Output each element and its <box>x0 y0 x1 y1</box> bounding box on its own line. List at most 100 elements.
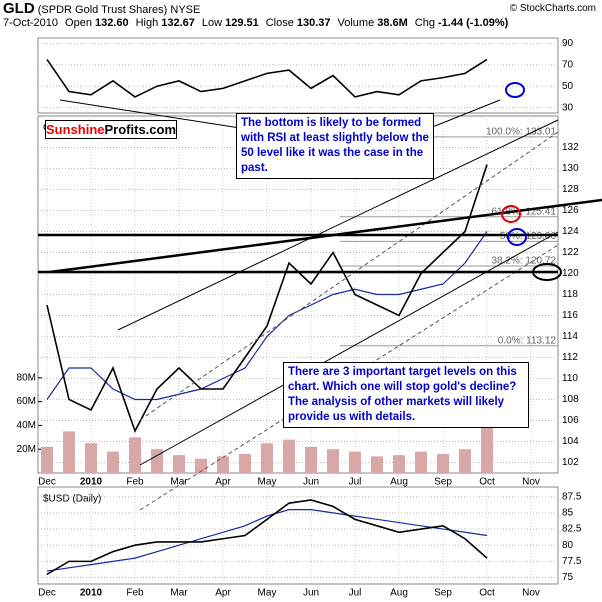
volume-bar <box>151 449 163 473</box>
marker-circle <box>505 82 525 98</box>
field-label: High <box>135 17 159 29</box>
volume-bar <box>327 449 339 473</box>
y-tick-label: 130 <box>562 163 579 174</box>
y-tick-label: 90 <box>562 38 574 49</box>
volume-bar <box>371 456 383 473</box>
marker-circle <box>501 205 521 223</box>
trend-line <box>139 231 559 466</box>
x-tick-label: Apr <box>215 477 231 488</box>
x-tick-label: 2010 <box>80 588 103 599</box>
volume-bar <box>239 453 251 473</box>
x-tick-label: Sep <box>434 477 452 488</box>
x-tick-label: Nov <box>522 477 540 488</box>
x-tick-label: Dec <box>38 588 56 599</box>
x-tick-label: Jun <box>303 477 319 488</box>
x-tick-label: Aug <box>390 477 408 488</box>
x-tick-label: Jul <box>349 588 362 599</box>
volume-bar <box>63 431 75 473</box>
y-tick-label: 126 <box>562 205 579 216</box>
x-tick-label: Jul <box>349 477 362 488</box>
field-label: Open <box>65 17 92 29</box>
series-line <box>46 499 488 575</box>
y-tick-label: 82.5 <box>562 524 582 535</box>
volume-bar <box>349 451 361 473</box>
x-tick-label: Oct <box>479 477 495 488</box>
annotation: There are 3 important target levels on t… <box>283 362 529 428</box>
annotation: The bottom is likely to be formed with R… <box>236 113 434 179</box>
trend-line <box>49 198 602 274</box>
series-line <box>46 231 488 401</box>
x-tick-label: Feb <box>126 477 144 488</box>
y-tick-label: 108 <box>562 394 579 405</box>
y-tick-label: 75 <box>562 572 574 583</box>
rsi-panel <box>37 37 559 114</box>
marker-circle <box>507 228 527 246</box>
volume-bar <box>41 446 53 473</box>
volume-bar <box>85 443 97 473</box>
symbol-name: (SPDR Gold Trust Shares) NYSE <box>37 4 201 16</box>
x-tick-label: Dec <box>38 477 56 488</box>
x-tick-label: Feb <box>126 588 144 599</box>
y-tick-label: 106 <box>562 415 579 426</box>
usd-panel <box>37 486 559 585</box>
level-label: 0.0%: 113.12 <box>498 335 557 346</box>
level-label: 100.0%: 133.01 <box>486 127 556 138</box>
y2-tick-label: 60M <box>17 396 36 407</box>
logo: SunshineProfits.com <box>45 120 177 139</box>
field-label: Close <box>265 17 294 29</box>
series-line <box>46 509 488 572</box>
field-value: 129.51 <box>225 17 259 29</box>
x-tick-label: 2010 <box>80 477 103 488</box>
volume-bar <box>173 455 185 473</box>
panel-title: $USD (Daily) <box>43 494 101 505</box>
volume-bar <box>129 437 141 473</box>
volume-bar <box>305 446 317 473</box>
marker-circle <box>532 263 562 281</box>
y-tick-label: 114 <box>562 331 578 342</box>
x-tick-label: Aug <box>390 588 408 599</box>
y-tick-label: 70 <box>562 59 574 70</box>
level-label: 50%: 123.06 <box>500 231 557 242</box>
x-tick-label: Apr <box>215 588 231 599</box>
x-tick-label: May <box>258 588 277 599</box>
field-label: Chg <box>414 17 435 29</box>
field-value: 132.60 <box>94 17 129 29</box>
volume-bar <box>481 427 493 473</box>
x-tick-label: Sep <box>434 588 452 599</box>
header-line: GLD (SPDR Gold Trust Shares) NYSE <box>3 0 200 17</box>
x-tick-label: Mar <box>170 588 188 599</box>
volume-bar <box>393 455 405 473</box>
y-tick-label: 77.5 <box>562 556 582 567</box>
y-tick-label: 102 <box>562 457 579 468</box>
y-tick-label: 120 <box>562 268 579 279</box>
date: 7-Oct-2010 <box>3 17 59 29</box>
field-label: Low <box>201 17 223 29</box>
credit: © StockCharts.com <box>509 3 596 14</box>
y-tick-label: 50 <box>562 81 574 92</box>
level-label: 61.8%: 125.41 <box>492 206 557 217</box>
field-label: Volume <box>337 17 375 29</box>
trend-line <box>139 131 559 421</box>
logo-part: Profits.com <box>104 122 177 137</box>
series-line <box>46 164 488 434</box>
volume-bar <box>415 451 427 473</box>
x-tick-label: Nov <box>522 588 540 599</box>
trend-line <box>117 119 559 331</box>
y-tick-label: 104 <box>562 436 579 447</box>
callout-line <box>59 99 241 129</box>
y-tick-label: 124 <box>562 226 579 237</box>
y-tick-label: 85 <box>562 508 574 519</box>
field-value: 132.67 <box>161 17 195 29</box>
field-value: -1.44 (-1.09%) <box>437 17 509 29</box>
field-value: 130.37 <box>296 17 331 29</box>
volume-bar <box>107 451 119 473</box>
logo-part: Sunshine <box>46 122 105 137</box>
x-tick-label: Mar <box>170 477 188 488</box>
volume-bar <box>195 458 207 473</box>
symbol: GLD <box>3 0 35 17</box>
x-tick-label: Oct <box>479 588 495 599</box>
y-tick-label: 112 <box>562 352 578 363</box>
volume-bar <box>283 439 295 473</box>
x-tick-label: May <box>258 477 277 488</box>
field-value: 38.6M <box>377 17 408 29</box>
